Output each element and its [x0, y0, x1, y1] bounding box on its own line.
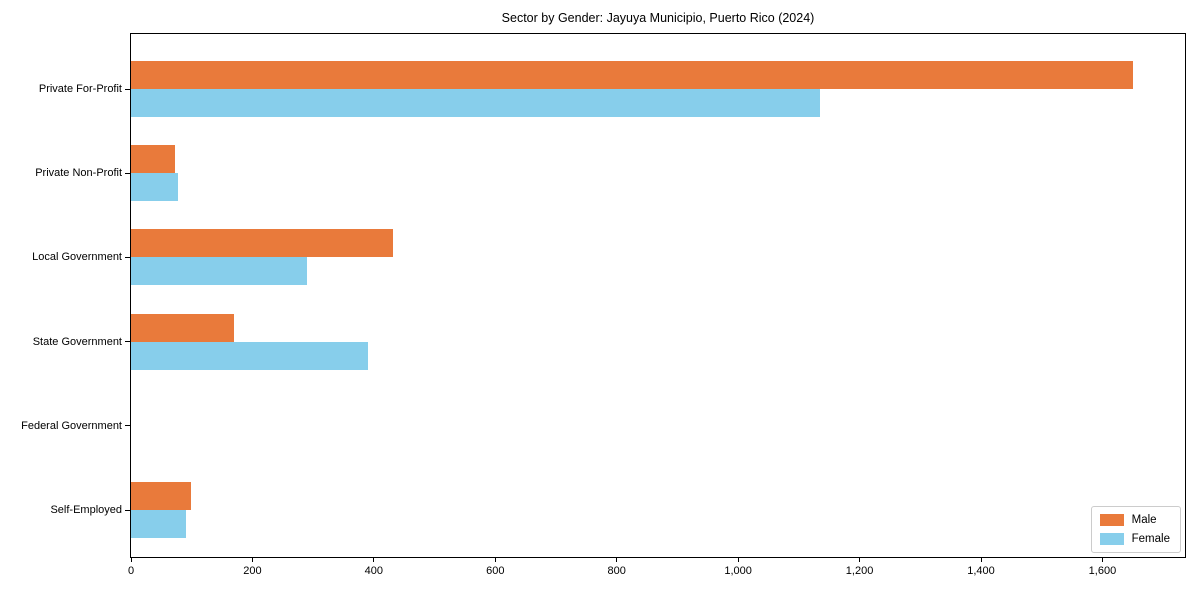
legend-label-female: Female	[1131, 533, 1170, 545]
legend-item-female: Female	[1099, 533, 1170, 545]
plot-area: Private For-Profit Private Non-Profit Loca…	[21, 33, 1186, 577]
bar-female-local-government	[131, 257, 308, 286]
legend-swatch-male-icon	[1099, 514, 1124, 526]
bar-male-local-government	[131, 229, 394, 258]
y-tick-label-state-government: State Government	[32, 335, 122, 348]
bar-male-state-government	[131, 313, 235, 342]
y-tick-mark	[125, 256, 130, 258]
x-tick-label-1000: 1,000	[724, 565, 752, 577]
y-tick-label-private-non-profit: Private Non-Profit	[35, 167, 122, 180]
x-tick-label-800: 800	[607, 565, 626, 577]
y-tick-mark	[125, 88, 130, 90]
y-tick-mark	[125, 172, 130, 174]
legend-swatch-female-icon	[1099, 533, 1124, 545]
x-tick-mark	[130, 557, 132, 562]
x-tick-mark	[980, 557, 982, 562]
x-tick-label-1600: 1,600	[1088, 565, 1117, 577]
bar-male-private-for-profit	[131, 61, 1133, 89]
x-tick-label-600: 600	[486, 565, 505, 577]
y-tick-label-local-government: Local Government	[32, 251, 122, 264]
x-tick-mark	[1101, 557, 1103, 562]
x-tick-mark	[737, 557, 739, 562]
legend-item-male: Male	[1099, 514, 1170, 526]
legend-label-male: Male	[1131, 514, 1157, 526]
chart-title: Sector by Gender: Jayuya Municipio, Puer…	[501, 11, 815, 25]
y-tick-mark	[125, 341, 130, 343]
bar-female-self-employed	[131, 510, 186, 538]
y-tick-label-private-for-profit: Private For-Profit	[38, 83, 122, 95]
y-tick-mark	[125, 509, 130, 511]
x-tick-label-400: 400	[364, 565, 384, 577]
y-tick-label-self-employed: Self-Employed	[50, 504, 122, 516]
y-tick-label-federal-government: Federal Government	[21, 419, 122, 432]
x-tick-label-0: 0	[127, 565, 135, 577]
x-tick-label-1200: 1,200	[845, 565, 874, 577]
bar-female-private-for-profit	[131, 89, 821, 117]
y-tick-mark	[125, 425, 130, 427]
x-tick-label-1400: 1,400	[967, 565, 995, 577]
x-tick-mark	[859, 557, 861, 562]
x-tick-mark	[494, 557, 496, 562]
bar-male-self-employed	[131, 482, 191, 510]
legend: Male Female	[1090, 506, 1181, 553]
x-tick-mark	[616, 557, 618, 562]
x-tick-mark	[373, 557, 375, 562]
x-tick-mark	[251, 557, 253, 562]
bar-male-private-non-profit	[131, 145, 175, 174]
bar-female-private-non-profit	[131, 173, 178, 202]
x-tick-label-200: 200	[243, 565, 262, 577]
bar-female-state-government	[131, 341, 369, 370]
